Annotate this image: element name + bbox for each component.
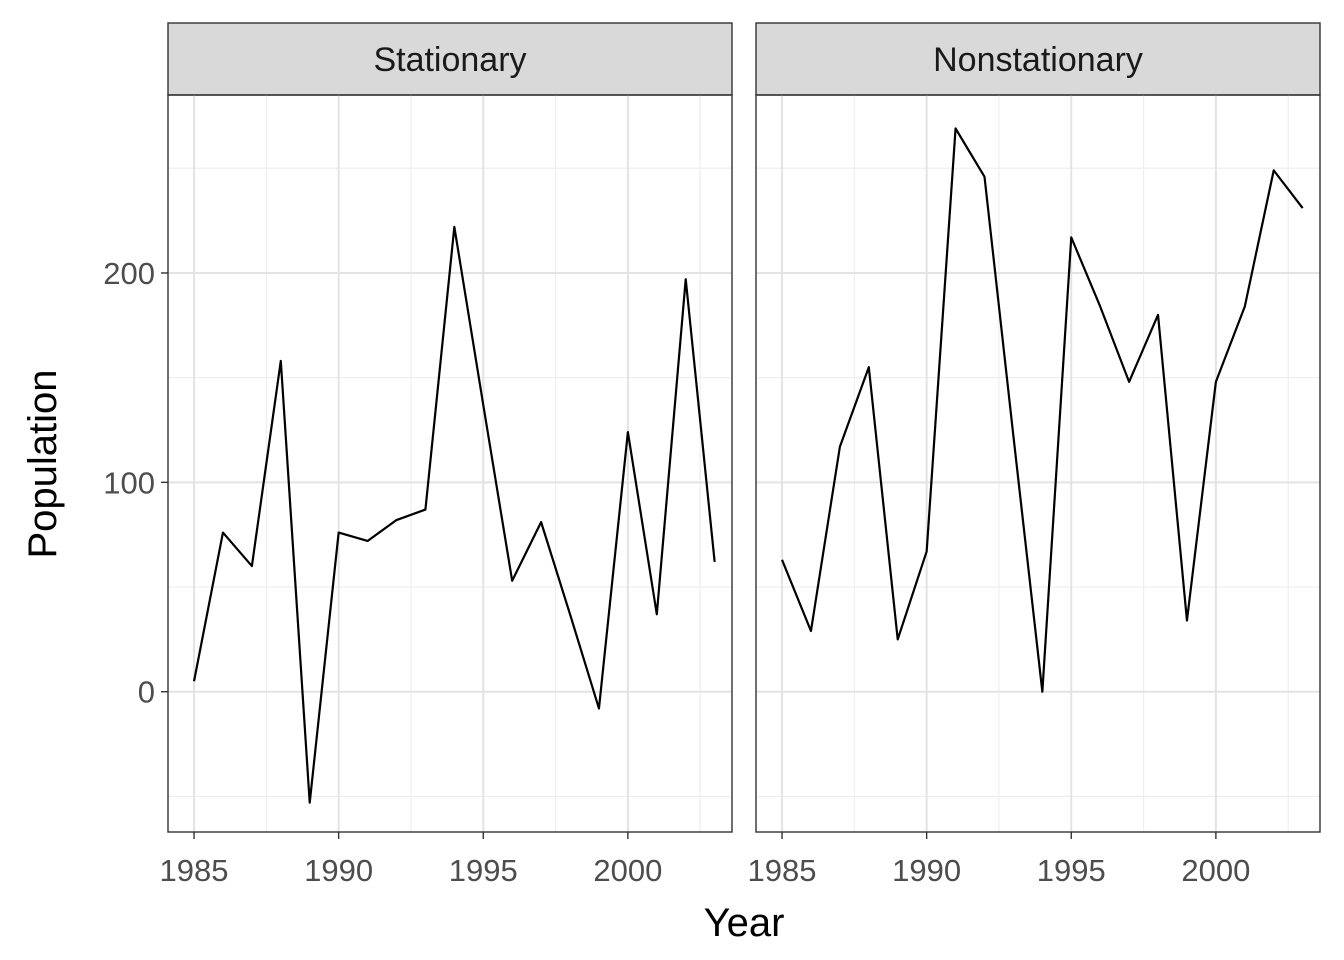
chart-panels: Stationary 1985 1990 1995 2000 Nonstationary 1… (160, 22, 1321, 888)
x-tick-label: 1985 (160, 853, 229, 888)
series-line-nonstationary (781, 127, 1304, 693)
series-line-stationary (192, 225, 716, 804)
x-tick-label: 1990 (892, 853, 961, 888)
y-axis: 0 100 200 (103, 256, 168, 710)
x-tick-label: 1990 (304, 853, 373, 888)
panel-stationary: Stationary 1985 1990 1995 2000 (160, 22, 733, 888)
panel-border (755, 94, 1321, 833)
panel-nonstationary: Nonstationary 1985 1990 1995 2000 (748, 22, 1321, 888)
x-axis-title: Year (704, 901, 785, 945)
x-tick-label: 1995 (1037, 853, 1106, 888)
x-tick-label: 2000 (593, 853, 662, 888)
panel-border (167, 94, 733, 833)
x-tick-label: 2000 (1181, 853, 1250, 888)
facet-strip (167, 22, 733, 96)
facet-strip-label: Stationary (373, 41, 526, 79)
y-tick-label: 200 (103, 256, 155, 291)
x-tick-label: 1985 (748, 853, 817, 888)
facet-strip (755, 22, 1321, 96)
y-tick-label: 100 (103, 465, 155, 500)
x-tick-label: 1995 (449, 853, 518, 888)
y-axis-title: Population (21, 369, 65, 558)
y-tick-label: 0 (138, 675, 155, 710)
facet-strip-label: Nonstationary (933, 41, 1143, 79)
